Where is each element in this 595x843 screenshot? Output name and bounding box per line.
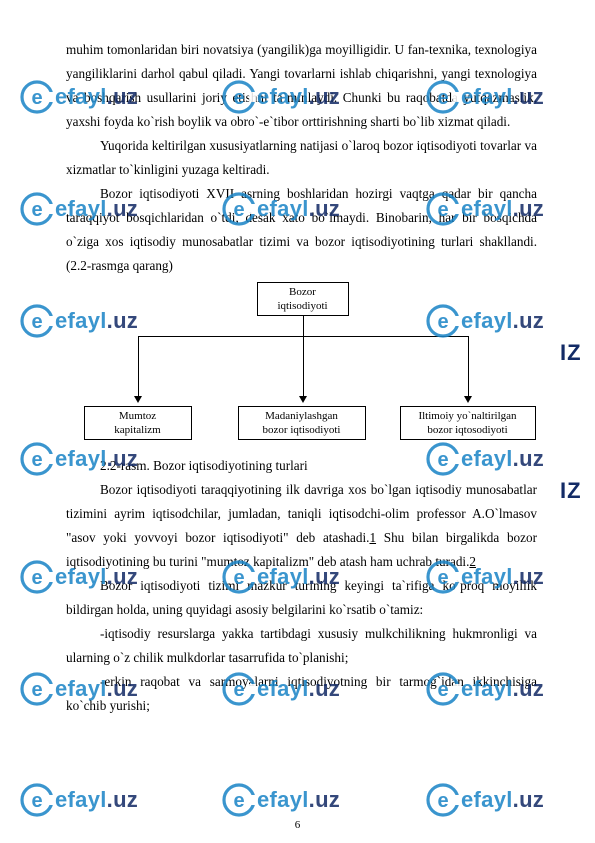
paragraph: Bozor iqtisodiyoti XVII asrning boshlari…: [66, 182, 537, 278]
footnote-link[interactable]: 2: [469, 554, 476, 569]
paragraph: muhim tomonlaridan biri novatsiya (yangi…: [66, 38, 537, 134]
diagram-line: [303, 336, 304, 396]
paragraph: Yuqorida keltirilgan xususiyatlarning na…: [66, 134, 537, 182]
arrowhead-icon: [134, 396, 142, 403]
page: muhim tomonlaridan biri novatsiya (yangi…: [0, 0, 595, 843]
list-item: -iqtisodiy resurslarga yakka tartibdagi …: [66, 622, 537, 670]
diagram-node-label: Madaniylashgan bozor iqtisodiyoti: [263, 409, 341, 437]
paragraph: Bozor iqtisodiyoti tizimi mazkur turinin…: [66, 574, 537, 622]
diagram-node-label: Iltimoiy yo`naltirilgan bozor iqtosodiyo…: [418, 409, 516, 437]
diagram-node-top: Bozor iqtisodiyoti: [257, 282, 349, 316]
diagram-node-label: Bozor iqtisodiyoti: [277, 285, 327, 313]
list-item: -erkin raqobat va sarmoyalarni iqtisodiy…: [66, 670, 537, 718]
diagram-node: Madaniylashgan bozor iqtisodiyoti: [238, 406, 366, 440]
figure-caption: 2.2-rasm. Bozor iqtisodiyotining turlari: [66, 454, 537, 478]
watermark-fragment: IZ: [560, 340, 582, 366]
diagram-node-label: Mumtoz kapitalizm: [114, 409, 160, 437]
arrowhead-icon: [464, 396, 472, 403]
diagram-line: [468, 336, 469, 396]
flow-diagram: Bozor iqtisodiyoti Mumtoz kapitalizm Mad…: [72, 282, 532, 452]
paragraph: Bozor iqtisodiyoti taraqqiyotining ilk d…: [66, 478, 537, 574]
diagram-line: [303, 316, 304, 336]
arrowhead-icon: [299, 396, 307, 403]
diagram-node: Iltimoiy yo`naltirilgan bozor iqtosodiyo…: [400, 406, 536, 440]
diagram-node: Mumtoz kapitalizm: [84, 406, 192, 440]
diagram-line: [138, 336, 139, 396]
watermark-fragment: IZ: [560, 478, 582, 504]
page-number: 6: [0, 819, 595, 831]
